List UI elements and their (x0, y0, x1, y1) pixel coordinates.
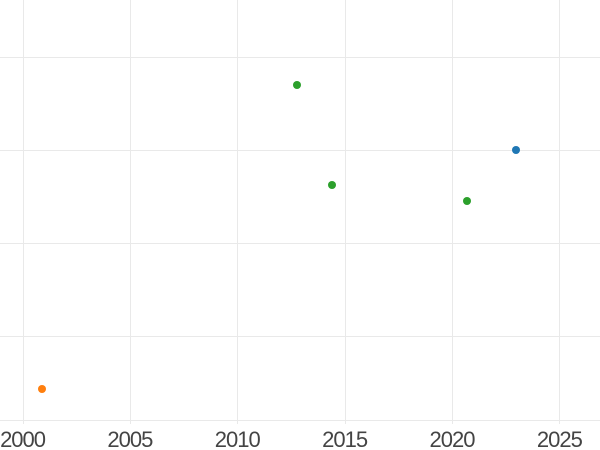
x-tick-label: 2000 (0, 427, 46, 450)
vertical-gridline-tick (237, 0, 239, 424)
data-point-green-series[interactable] (327, 180, 336, 189)
horizontal-gridline (0, 57, 600, 59)
x-tick-label: 2015 (322, 427, 368, 450)
data-point-green-series[interactable] (463, 196, 472, 205)
vertical-gridline-tick (22, 0, 24, 424)
horizontal-gridline (0, 336, 600, 337)
x-tick-label: 2010 (214, 427, 261, 450)
vertical-gridline-tick (452, 0, 454, 424)
data-point-orange-series[interactable] (37, 384, 46, 393)
data-point-blue-series[interactable] (512, 146, 521, 155)
x-tick-label: 2025 (536, 427, 583, 450)
horizontal-gridline (0, 420, 600, 421)
data-point-green-series[interactable] (293, 81, 302, 90)
horizontal-gridline (0, 243, 600, 245)
x-tick-label: 2005 (107, 427, 153, 450)
x-tick-label: 2020 (429, 427, 476, 450)
vertical-gridline-tick (559, 0, 561, 424)
vertical-gridline-tick (344, 0, 346, 424)
horizontal-gridline (0, 149, 600, 151)
vertical-gridline-tick (129, 0, 131, 424)
